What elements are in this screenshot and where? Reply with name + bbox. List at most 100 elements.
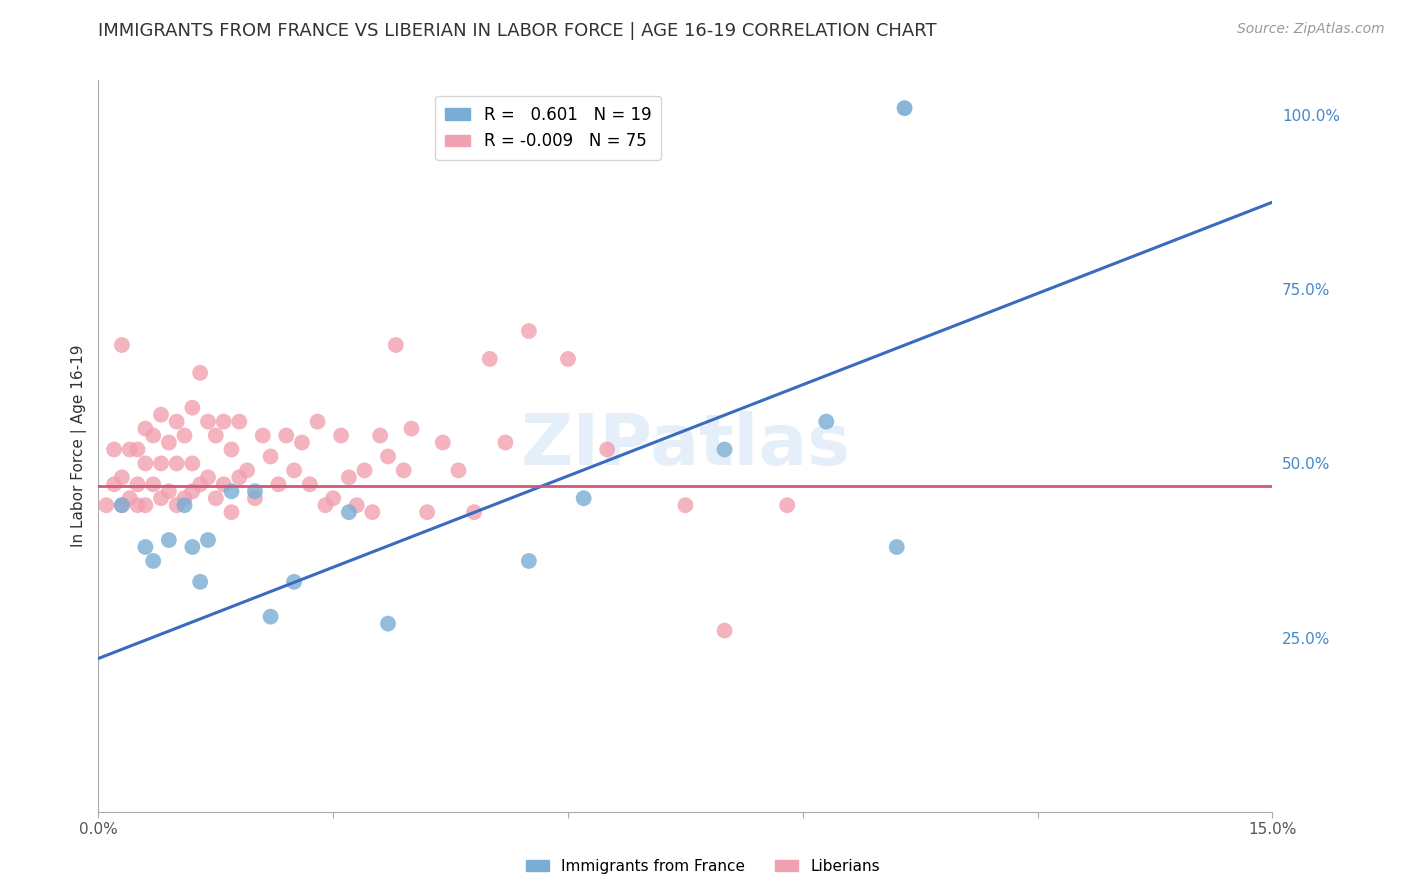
Point <box>221 484 243 499</box>
Point <box>197 470 219 484</box>
Point <box>96 498 118 512</box>
Point <box>557 351 579 366</box>
Point <box>173 498 195 512</box>
Point <box>118 442 141 457</box>
Point <box>392 463 415 477</box>
Point <box>478 351 501 366</box>
Point <box>181 540 204 554</box>
Point <box>188 366 211 380</box>
Point <box>111 470 134 484</box>
Point <box>150 457 173 471</box>
Point <box>283 574 305 589</box>
Point <box>205 491 228 506</box>
Point <box>572 491 595 506</box>
Point <box>243 484 266 499</box>
Point <box>221 505 243 519</box>
Point <box>416 505 439 519</box>
Point <box>142 554 165 568</box>
Point <box>283 463 305 477</box>
Point <box>188 477 211 491</box>
Point <box>173 428 195 442</box>
Point <box>713 442 735 457</box>
Point <box>134 498 156 512</box>
Point <box>307 415 329 429</box>
Point <box>205 428 228 442</box>
Point <box>150 491 173 506</box>
Point <box>157 533 180 547</box>
Point <box>330 428 353 442</box>
Point <box>276 428 298 442</box>
Point <box>346 498 368 512</box>
Point <box>517 324 540 338</box>
Point <box>337 470 360 484</box>
Point <box>127 498 149 512</box>
Legend: Immigrants from France, Liberians: Immigrants from France, Liberians <box>520 853 886 880</box>
Text: Source: ZipAtlas.com: Source: ZipAtlas.com <box>1237 22 1385 37</box>
Point <box>166 457 188 471</box>
Point <box>298 477 321 491</box>
Point <box>815 415 838 429</box>
Legend: R =   0.601   N = 19, R = -0.009   N = 75: R = 0.601 N = 19, R = -0.009 N = 75 <box>436 96 661 161</box>
Point <box>197 533 219 547</box>
Text: IMMIGRANTS FROM FRANCE VS LIBERIAN IN LABOR FORCE | AGE 16-19 CORRELATION CHART: IMMIGRANTS FROM FRANCE VS LIBERIAN IN LA… <box>98 22 936 40</box>
Point <box>103 442 125 457</box>
Point <box>713 624 735 638</box>
Point <box>134 540 156 554</box>
Point <box>494 435 516 450</box>
Point <box>212 477 235 491</box>
Point <box>893 101 915 115</box>
Point <box>361 505 384 519</box>
Point <box>675 498 697 512</box>
Point <box>181 401 204 415</box>
Point <box>228 415 250 429</box>
Point <box>243 491 266 506</box>
Point <box>228 470 250 484</box>
Y-axis label: In Labor Force | Age 16-19: In Labor Force | Age 16-19 <box>72 344 87 548</box>
Point <box>157 435 180 450</box>
Point <box>150 408 173 422</box>
Point <box>236 463 259 477</box>
Point <box>166 498 188 512</box>
Point <box>111 498 134 512</box>
Point <box>517 554 540 568</box>
Point <box>142 477 165 491</box>
Point <box>166 415 188 429</box>
Text: ZIPatlas: ZIPatlas <box>520 411 851 481</box>
Point <box>353 463 375 477</box>
Point <box>212 415 235 429</box>
Point <box>259 609 281 624</box>
Point <box>447 463 470 477</box>
Point <box>259 450 281 464</box>
Point <box>103 477 125 491</box>
Point <box>432 435 454 450</box>
Point <box>385 338 408 352</box>
Point <box>463 505 485 519</box>
Point <box>314 498 336 512</box>
Point <box>157 484 180 499</box>
Point <box>142 428 165 442</box>
Point <box>776 498 799 512</box>
Point <box>181 457 204 471</box>
Point <box>134 457 156 471</box>
Point <box>886 540 908 554</box>
Point <box>127 442 149 457</box>
Point <box>188 574 211 589</box>
Point <box>252 428 274 442</box>
Point <box>377 450 399 464</box>
Point <box>111 338 134 352</box>
Point <box>401 421 423 435</box>
Point <box>267 477 290 491</box>
Point <box>291 435 314 450</box>
Point <box>337 505 360 519</box>
Point <box>118 491 141 506</box>
Point <box>596 442 619 457</box>
Point <box>173 491 195 506</box>
Point <box>197 415 219 429</box>
Point <box>221 442 243 457</box>
Point <box>322 491 344 506</box>
Point <box>134 421 156 435</box>
Point <box>368 428 391 442</box>
Point <box>377 616 399 631</box>
Point <box>127 477 149 491</box>
Point <box>181 484 204 499</box>
